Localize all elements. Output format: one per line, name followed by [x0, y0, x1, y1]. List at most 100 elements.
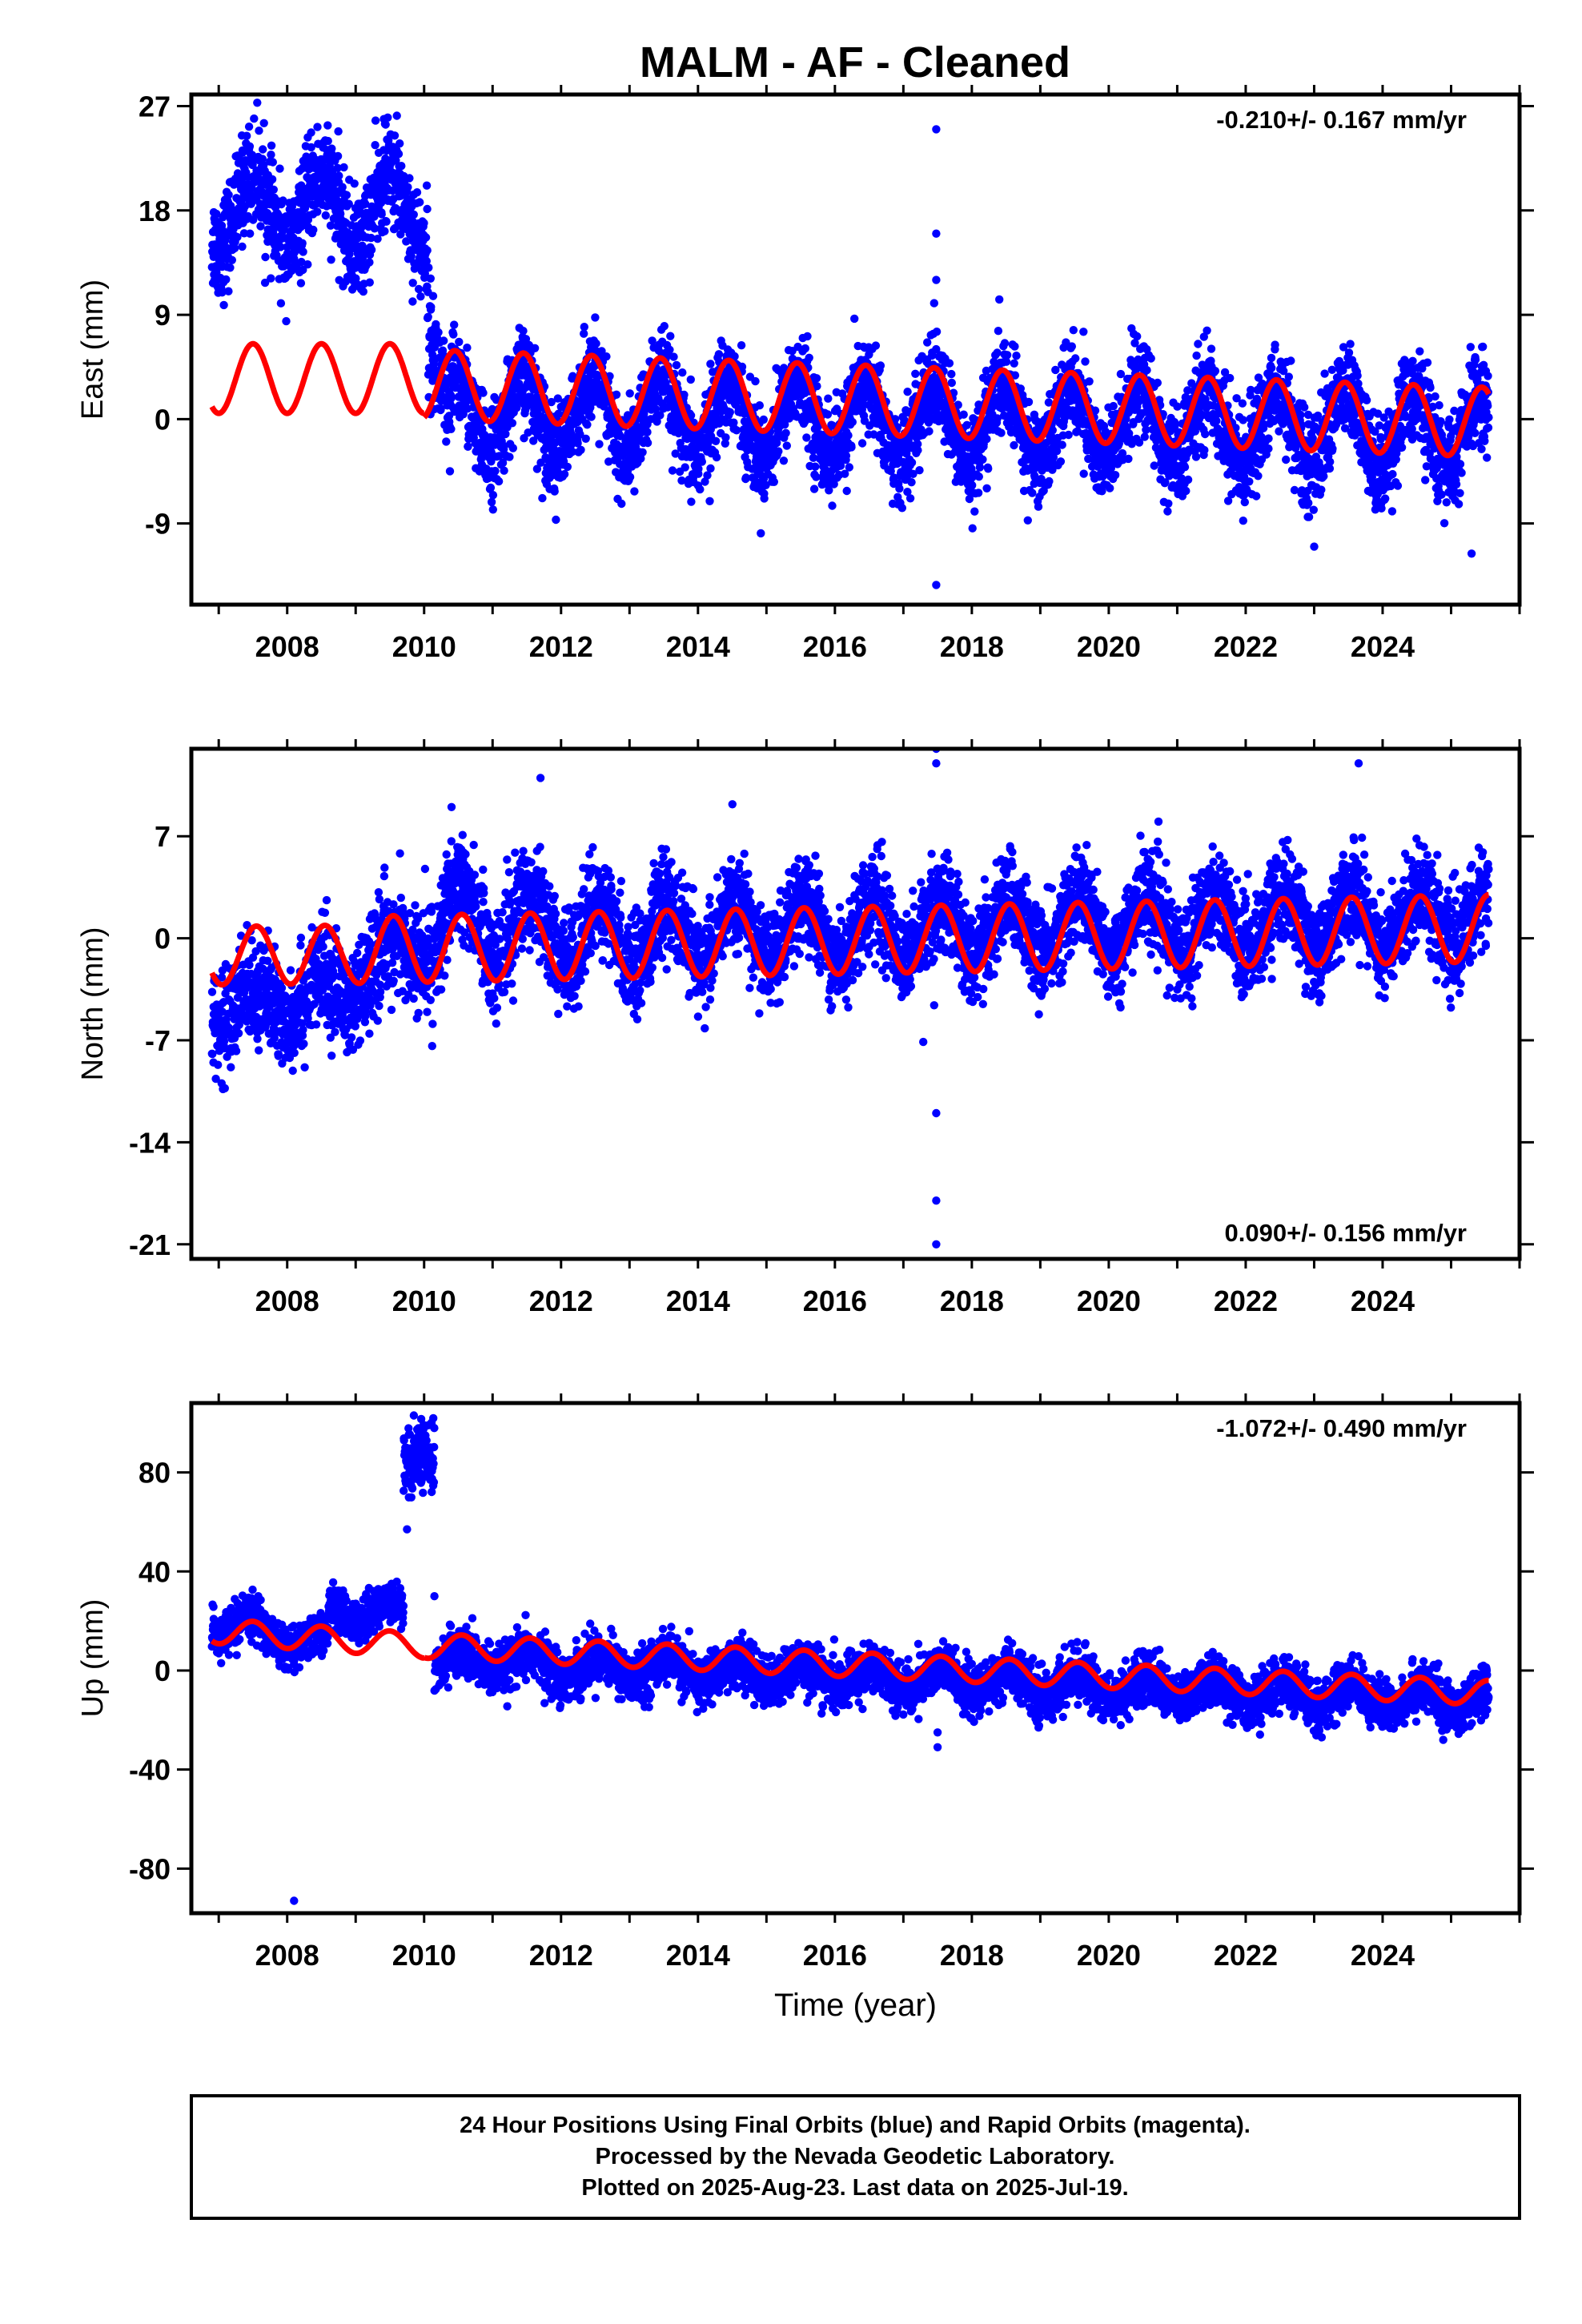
data-point — [706, 464, 715, 473]
data-point — [409, 210, 418, 219]
data-point — [583, 420, 592, 429]
data-point — [1164, 499, 1173, 508]
data-point — [1267, 353, 1276, 363]
data-point — [1239, 517, 1248, 525]
data-point — [1079, 328, 1088, 336]
data-point — [1296, 410, 1305, 420]
data-point — [751, 376, 760, 386]
data-point — [725, 408, 734, 416]
data-point — [512, 404, 521, 412]
data-point — [1064, 430, 1073, 440]
data-point — [297, 257, 306, 267]
data-point — [959, 410, 968, 419]
data-point — [1023, 516, 1033, 525]
east-panel: 2008 2010 2012 2014 2016 2018 2020 2022 20242718… — [76, 85, 1534, 663]
data-point — [982, 484, 991, 493]
data-point — [487, 457, 496, 466]
data-point — [697, 457, 706, 466]
data-point — [1028, 489, 1037, 497]
data-point — [1124, 454, 1133, 464]
data-point — [1282, 455, 1291, 464]
data-point — [1317, 485, 1326, 494]
data-point — [450, 320, 459, 329]
data-point — [1344, 348, 1354, 357]
data-point — [350, 179, 359, 188]
data-point — [445, 467, 455, 476]
data-point — [802, 433, 811, 442]
data-point — [250, 114, 259, 123]
data-point — [982, 435, 991, 444]
data-point — [326, 221, 335, 230]
data-point — [984, 464, 993, 473]
data-point — [505, 452, 514, 461]
data-point — [335, 275, 343, 284]
data-point — [440, 336, 448, 345]
data-point — [426, 274, 435, 283]
data-point — [1304, 513, 1314, 521]
data-point — [414, 284, 424, 294]
data-point — [1264, 434, 1273, 443]
data-point — [345, 250, 354, 259]
data-point — [1045, 476, 1054, 486]
data-point — [416, 292, 425, 301]
data-point — [420, 219, 428, 227]
data-point — [442, 437, 451, 446]
data-point — [267, 141, 276, 150]
data-point — [841, 451, 851, 460]
data-point — [1284, 372, 1294, 381]
data-point — [267, 151, 275, 159]
data-point — [774, 447, 783, 456]
data-point — [238, 242, 247, 251]
data-point — [321, 211, 330, 220]
data-point — [253, 99, 262, 107]
data-point — [847, 443, 856, 452]
data-point — [974, 472, 984, 481]
data-point — [1212, 416, 1221, 425]
data-point — [587, 412, 596, 421]
data-point — [905, 494, 915, 503]
data-point — [381, 120, 390, 129]
data-point — [313, 207, 322, 216]
data-point — [1211, 367, 1220, 376]
data-point — [823, 410, 833, 419]
data-point — [212, 209, 221, 219]
data-point — [648, 336, 656, 345]
data-point — [779, 456, 789, 465]
data-point — [672, 360, 681, 370]
data-point — [1000, 339, 1010, 348]
data-point — [871, 341, 881, 350]
data-point — [405, 174, 414, 183]
data-point — [455, 337, 464, 347]
data-point — [495, 452, 504, 460]
data-point — [276, 243, 285, 251]
data-point — [895, 484, 904, 493]
data-point — [760, 494, 769, 503]
data-point — [625, 472, 635, 481]
data-point — [681, 463, 689, 472]
data-point — [423, 246, 432, 255]
data-point — [276, 299, 286, 308]
data-point — [995, 295, 1004, 304]
data-point — [907, 478, 916, 487]
data-point — [721, 433, 730, 442]
data-point — [245, 142, 255, 151]
data-point — [1239, 416, 1247, 424]
data-point — [219, 300, 228, 310]
data-point — [576, 445, 585, 454]
data-point — [592, 339, 600, 348]
data-point — [1051, 365, 1060, 375]
data-point — [427, 303, 436, 312]
data-point — [915, 466, 924, 475]
data-point — [396, 139, 404, 148]
data-point — [669, 352, 678, 361]
data-point — [261, 252, 270, 262]
data-point — [696, 485, 705, 494]
data-point — [668, 466, 677, 475]
data-point — [491, 466, 500, 476]
data-point — [434, 328, 443, 337]
data-point — [643, 428, 652, 436]
data-point — [218, 288, 227, 297]
data-point — [1142, 366, 1151, 375]
data-point — [1081, 357, 1090, 366]
